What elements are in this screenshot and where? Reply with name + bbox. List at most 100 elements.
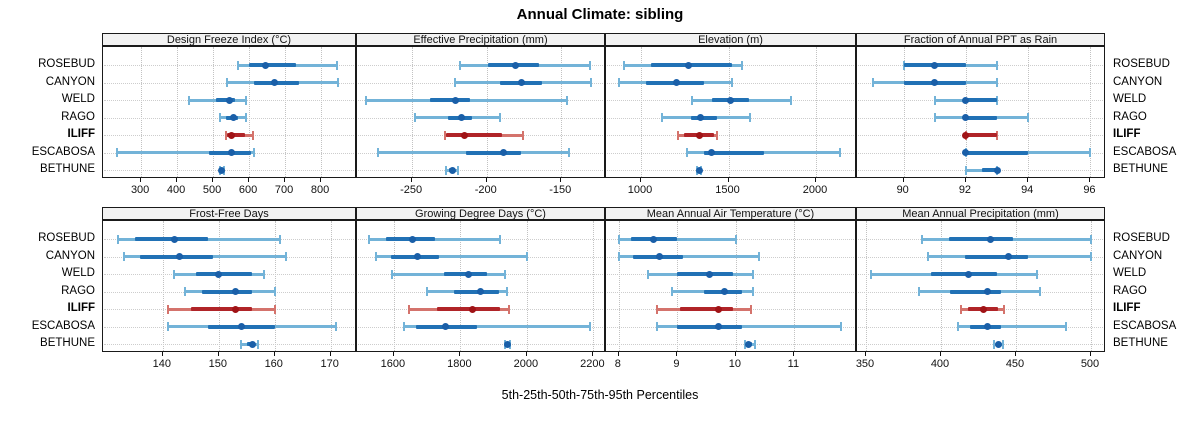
median-dot — [504, 340, 512, 348]
whisker-cap-low — [992, 339, 995, 349]
iqr-band — [202, 289, 253, 294]
whisker-cap-low — [374, 252, 377, 261]
median-dot — [271, 79, 279, 86]
whisker-cap-low — [188, 95, 191, 105]
whisker-cap-high — [521, 130, 524, 140]
axis-tick-label: 94 — [1021, 184, 1034, 196]
median-dot — [931, 61, 939, 69]
gridline-vertical — [794, 221, 796, 351]
gridline-vertical — [1028, 47, 1030, 177]
median-dot — [987, 235, 994, 243]
whisker-cap-high — [245, 95, 248, 105]
median-dot — [465, 270, 473, 278]
panel — [605, 46, 856, 178]
median-dot — [232, 288, 240, 295]
axis-tick — [320, 178, 322, 182]
median-dot — [237, 323, 245, 330]
axis-tick-label: 500 — [202, 184, 222, 196]
iqr-band — [453, 289, 499, 294]
panel-strip: Mean Annual Air Temperature (°C) — [605, 207, 856, 220]
axis-tick-label: 1500 — [715, 184, 740, 196]
axis-tick — [176, 178, 178, 182]
whisker-cap-low — [661, 113, 663, 122]
axis-tick-label: 450 — [1005, 358, 1025, 370]
panel-strip: Effective Precipitation (mm) — [356, 33, 605, 46]
axis-tick — [902, 178, 904, 182]
axis-tick-label: 1800 — [447, 358, 472, 370]
whisker-cap-high — [590, 78, 593, 87]
site-label-right: ESCABOSA — [1113, 319, 1177, 332]
whisker-cap-high — [507, 304, 510, 314]
whisker-cap-low — [391, 269, 394, 279]
whisker-cap-low — [237, 60, 240, 70]
median-dot — [176, 253, 184, 260]
site-label-left: WELD — [61, 267, 95, 279]
axis-tick — [459, 352, 461, 356]
whisker-cap-high — [336, 60, 339, 70]
axis-tick-label: 700 — [274, 184, 294, 196]
axis-tick — [140, 178, 142, 182]
median-dot — [441, 323, 449, 330]
whisker-cap-high — [567, 148, 570, 157]
whisker-cap-high — [731, 78, 734, 87]
median-dot — [994, 340, 1002, 348]
site-label-left: RAGO — [61, 110, 95, 123]
whisker-cap-high — [838, 148, 841, 157]
median-dot — [650, 235, 658, 243]
whisker-cap-low — [414, 113, 417, 122]
median-dot — [984, 288, 991, 295]
whisker-band — [403, 325, 591, 328]
site-label-left: ROSEBUD — [38, 58, 95, 70]
iqr-band — [249, 63, 296, 67]
median-dot — [230, 114, 238, 121]
median-dot — [984, 323, 991, 330]
panel-strip: Frost-Free Days — [102, 207, 356, 220]
axis-tick-label: -200 — [474, 184, 497, 196]
site-label-left: BETHUNE — [40, 337, 95, 349]
site-label-right: ROSEBUD — [1113, 58, 1170, 70]
panel-strip: Growing Degree Days (°C) — [356, 207, 605, 220]
axis-tick-label: 2000 — [802, 184, 828, 196]
whisker-cap-low — [225, 130, 228, 140]
row-guide — [607, 344, 854, 345]
iqr-band — [677, 272, 733, 276]
gridline-vertical — [816, 47, 818, 177]
axis-tick-label: 1000 — [627, 184, 653, 196]
row-guide — [104, 344, 354, 345]
whisker-cap-high — [1001, 339, 1004, 349]
iqr-band — [215, 98, 235, 102]
whisker-band — [965, 151, 1091, 154]
whisker-cap-low — [655, 322, 658, 331]
row-guide — [607, 170, 854, 171]
whisker-cap-low — [743, 339, 746, 349]
whisker-band — [618, 255, 760, 258]
median-dot — [672, 79, 680, 86]
whisker-cap-high — [749, 304, 752, 314]
whisker-cap-high — [1027, 113, 1030, 122]
whisker-cap-low — [655, 304, 658, 314]
whisker-cap-low — [426, 287, 429, 296]
median-dot — [460, 131, 468, 139]
whisker-band — [618, 237, 736, 241]
whisker-cap-low — [647, 269, 650, 279]
whisker-cap-high — [734, 234, 737, 244]
axis-tick — [1027, 178, 1029, 182]
axis-tick — [273, 352, 275, 356]
whisker-cap-high — [1003, 304, 1005, 314]
axis-tick-label: 9 — [673, 358, 680, 370]
whisker-cap-high — [504, 269, 507, 279]
axis-tick — [865, 352, 866, 356]
median-dot — [697, 114, 705, 121]
median-dot — [476, 288, 484, 295]
median-dot — [979, 305, 987, 313]
median-dot — [684, 61, 692, 69]
panel — [102, 220, 356, 352]
axis-tick-label: 92 — [958, 184, 972, 196]
whisker-cap-low — [122, 252, 125, 261]
gridline-vertical — [321, 47, 323, 177]
site-label-left: ROSEBUD — [38, 232, 95, 244]
gridline-vertical — [941, 221, 942, 351]
median-dot — [225, 96, 233, 104]
site-label-right: ESCABOSA — [1113, 145, 1177, 158]
